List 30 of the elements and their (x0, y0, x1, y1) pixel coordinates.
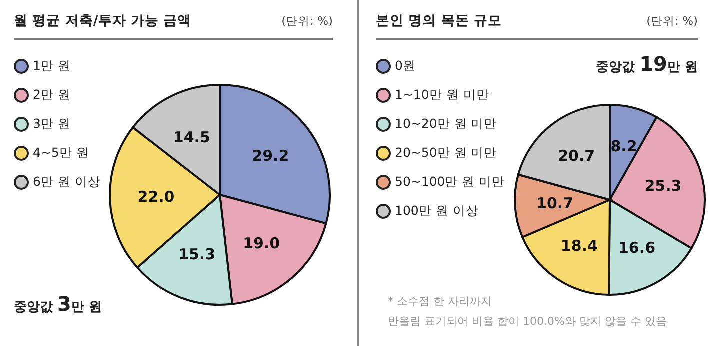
data-label: 8.2 (610, 138, 638, 156)
chart-title: 본인 명의 목돈 규모 (376, 12, 502, 30)
text: (단위: %) (282, 14, 333, 29)
data-label: 16.6 (618, 239, 656, 258)
data-label: 14.5 (173, 128, 210, 147)
data-label: 29.2 (252, 147, 290, 166)
legend-label: 50~100만 원 미만 (395, 174, 506, 191)
text: 중앙값 3만 원 (14, 292, 102, 316)
legend-label: 1~10만 원 미만 (395, 87, 490, 104)
legend-label: 3만 원 (33, 116, 71, 133)
legend-label: 4~5만 원 (33, 145, 90, 162)
data-label: 25.3 (644, 176, 682, 195)
data-label: 10.7 (536, 194, 574, 213)
text: 중앙값 19만 원 (596, 52, 698, 76)
legend-label: 6만 원 이상 (33, 174, 101, 191)
legend-label: 2만 원 (33, 87, 71, 104)
legend-label: 100만 원 이상 (395, 203, 479, 220)
data-label: 22.0 (138, 188, 175, 206)
text: * 소수점 한 자리까지 (388, 294, 493, 310)
text: 반올림 표기되어 비율 합이 100.0%와 맞지 않을 수 있음 (388, 314, 667, 330)
legend-label: 0원 (395, 58, 416, 75)
data-label: 18.4 (560, 236, 598, 255)
legend-label: 10~20만 원 미만 (395, 116, 498, 133)
legend-label: 1만 원 (33, 58, 71, 75)
data-label: 19.0 (243, 234, 280, 252)
legend-label: 20~50만 원 미만 (395, 145, 498, 162)
data-label: 15.3 (178, 246, 216, 264)
chart-title: 월 평균 저축/투자 가능 금액 (14, 12, 192, 30)
text: (단위: %) (646, 14, 698, 29)
data-label: 20.7 (558, 147, 596, 166)
